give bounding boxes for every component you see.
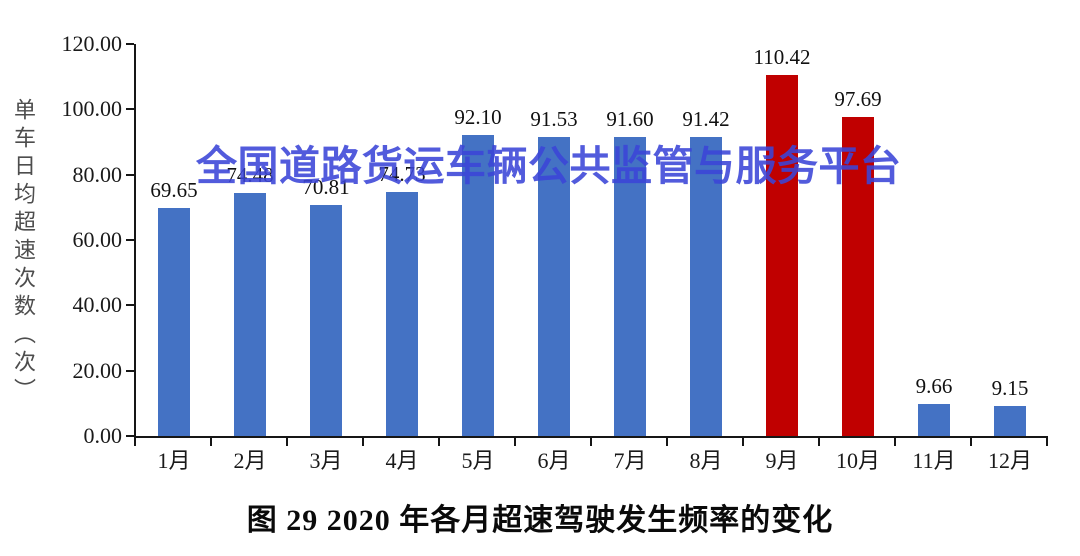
x-tick-label: 6月 [537,448,571,473]
chart-caption: 图 29 2020 年各月超速驾驶发生频率的变化 [246,504,834,537]
bar-value-label: 91.60 [606,106,654,131]
bar [766,75,798,436]
x-tick-mark [970,438,972,446]
x-tick-label: 2月 [233,448,267,473]
y-tick-label: 0.00 [83,423,123,448]
bar-value-label: 9.15 [991,376,1029,401]
x-tick-label: 12月 [987,448,1032,473]
bar [158,208,190,436]
x-tick-label: 3月 [309,448,343,473]
bar-value-label: 97.69 [834,86,882,111]
x-tick-mark [666,438,668,446]
x-tick-label: 1月 [157,448,191,473]
x-tick-label: 7月 [613,448,647,473]
y-tick-mark [126,43,134,45]
y-tick-label: 20.00 [72,357,123,383]
y-tick-mark [126,173,134,176]
x-tick-mark [818,438,820,446]
bar [614,136,646,436]
y-tick-mark [126,435,134,437]
y-tick-mark [126,108,134,111]
y-tick-mark [126,304,134,307]
y-axis-title: 单车日均超速次数（次） [11,98,36,406]
bar-value-label: 91.42 [682,107,730,132]
y-tick-label: 40.00 [72,292,123,318]
x-tick-mark [286,438,288,446]
y-tick-mark [126,239,134,241]
bar-value-label: 70.81 [302,174,350,199]
bar-value-label: 91.53 [530,107,578,131]
bar [994,406,1026,436]
x-tick-label: 8月 [689,448,723,473]
y-axis-line [134,44,136,438]
x-tick-label: 4月 [385,448,419,473]
bar [918,404,950,436]
bar-value-label: 92.10 [454,105,502,130]
y-tick-label: 120.00 [61,31,123,56]
bar [538,137,570,436]
y-tick-label: 80.00 [72,161,123,187]
bar-value-label: 110.42 [753,45,811,70]
bar-value-label: 69.65 [150,178,198,203]
bar [462,135,494,436]
bar-value-label: 9.66 [915,374,953,399]
x-tick-mark [362,438,364,446]
x-tick-label: 10月 [835,448,880,473]
y-tick-label: 100.00 [61,96,123,122]
x-tick-label: 5月 [461,448,495,473]
watermark-text: 全国道路货运车辆公共监管与服务平台 [196,143,902,189]
y-tick-label: 60.00 [72,227,123,252]
x-tick-mark [590,438,592,446]
bar [386,191,418,436]
x-tick-mark [742,438,744,446]
x-tick-label: 9月 [765,448,799,473]
x-tick-mark [438,438,440,446]
x-tick-mark [894,438,896,446]
bar-value-label: 74.73 [378,161,426,186]
bar [310,204,342,436]
x-tick-mark [514,438,516,446]
x-tick-mark [134,438,136,446]
bar [842,116,874,436]
y-tick-mark [126,369,134,372]
x-tick-label: 11月 [912,448,956,473]
bar [690,137,722,436]
bar-value-label: 74.48 [226,162,274,187]
x-axis-line [134,436,1048,438]
x-tick-mark [1046,438,1048,446]
x-tick-mark [210,438,212,446]
bar [234,192,266,436]
